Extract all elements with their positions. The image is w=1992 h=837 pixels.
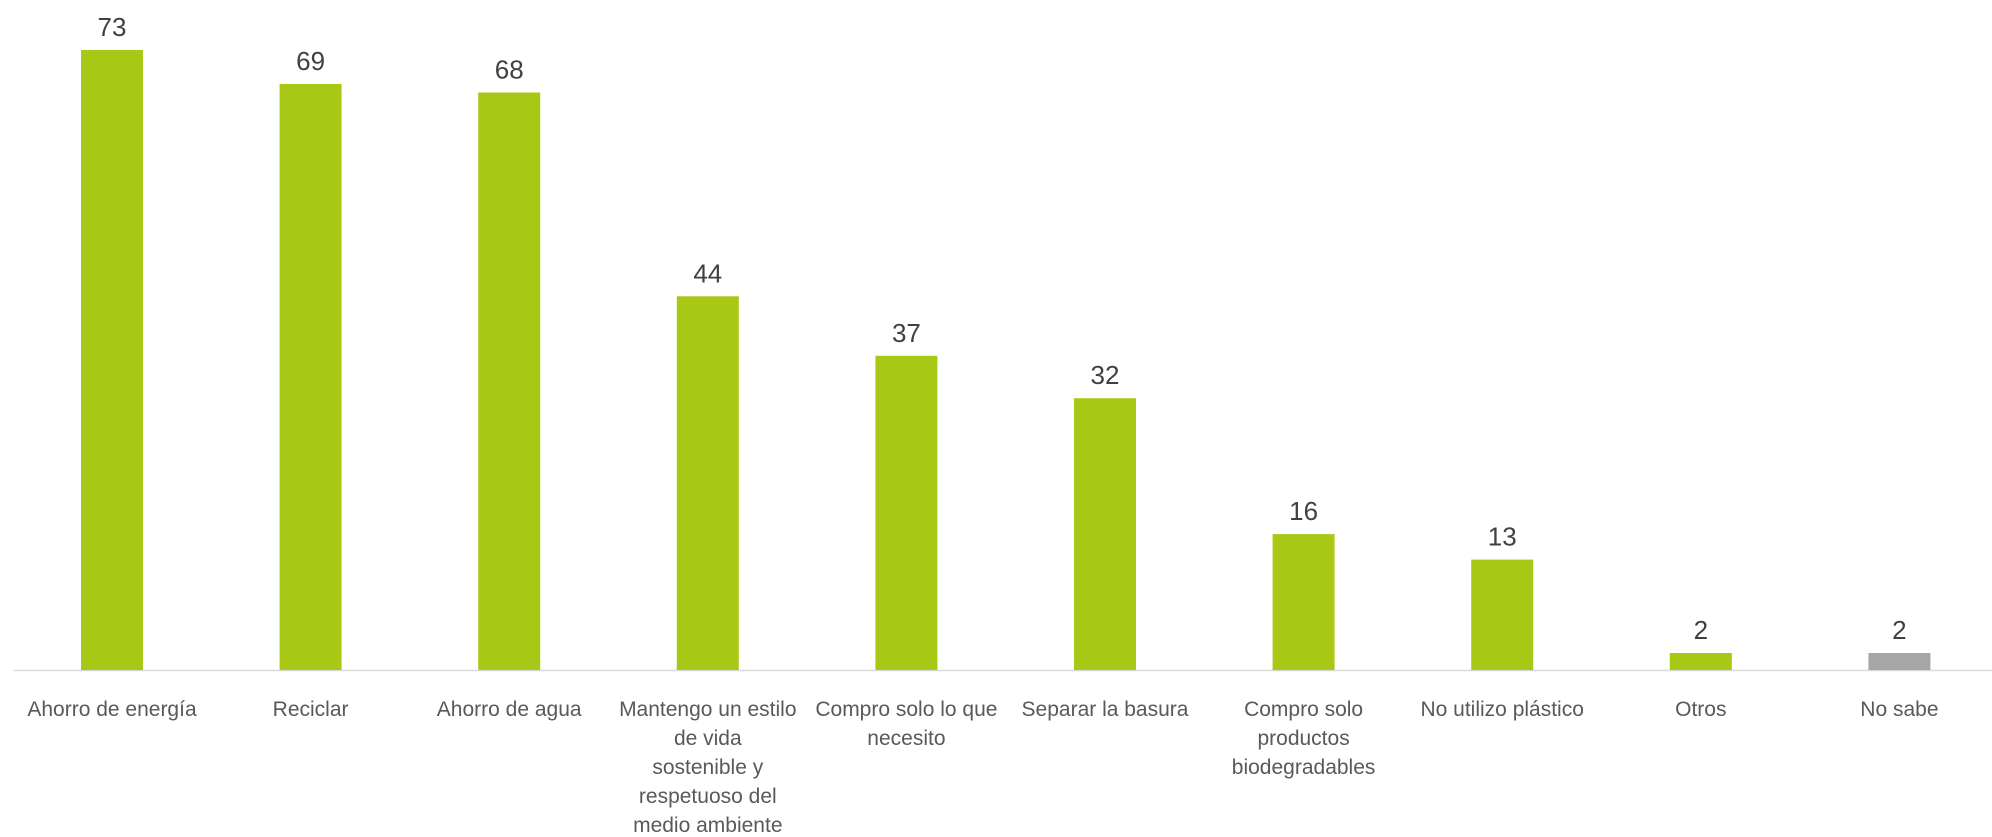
bar-0 [81, 50, 143, 670]
bar-3 [676, 296, 739, 670]
category-label-8: Otros [1675, 698, 1726, 721]
value-label-7: 13 [1488, 522, 1517, 552]
category-label-line: respetuoso del [639, 785, 777, 808]
category-label-line: sostenible y [652, 756, 763, 779]
category-label-line: necesito [867, 727, 945, 750]
value-label-0: 73 [98, 12, 127, 42]
value-label-4: 37 [892, 318, 921, 348]
bar-4 [875, 355, 938, 670]
category-label-line: Reciclar [273, 698, 349, 721]
category-label-line: Otros [1675, 698, 1726, 721]
category-label-line: No sabe [1860, 698, 1938, 721]
category-label-line: de vida [674, 727, 742, 750]
category-label-line: Mantengo un estilo [619, 698, 796, 721]
bar-5 [1074, 398, 1136, 670]
value-label-5: 32 [1091, 360, 1120, 390]
value-label-3: 44 [693, 258, 722, 288]
bar-9 [1868, 653, 1931, 670]
category-label-4: Compro solo lo que necesito [815, 698, 997, 750]
category-label-line: productos [1257, 727, 1349, 750]
category-label-line: medio ambiente [633, 814, 782, 837]
bar-6 [1272, 534, 1335, 670]
category-label-line: No utilizo plástico [1420, 698, 1583, 721]
category-label-line: biodegradables [1232, 756, 1376, 779]
category-label-line: Compro solo [1244, 698, 1363, 721]
value-label-6: 16 [1289, 496, 1318, 526]
category-label-2: Ahorro de agua [437, 698, 582, 721]
category-label-1: Reciclar [273, 698, 349, 721]
category-label-5: Separar la basura [1022, 698, 1189, 721]
category-label-line: Compro solo lo que [815, 698, 997, 721]
value-label-9: 2 [1892, 615, 1906, 645]
bar-8 [1669, 653, 1732, 670]
category-label-0: Ahorro de energía [27, 698, 197, 721]
category-label-line: Ahorro de energía [27, 698, 197, 721]
category-label-3: Mantengo un estilo de vida sostenible y res… [619, 698, 796, 837]
category-label-7: No utilizo plástico [1420, 698, 1583, 721]
category-label-9: No sabe [1860, 698, 1938, 721]
bar-1 [279, 84, 342, 670]
category-label-line: Separar la basura [1022, 698, 1189, 721]
value-label-1: 69 [296, 46, 325, 76]
category-label-line: Ahorro de agua [437, 698, 582, 721]
value-label-8: 2 [1694, 615, 1708, 645]
value-label-2: 68 [495, 55, 524, 85]
category-label-6: Compro solo productos biodegradables [1232, 698, 1376, 779]
bar-2 [478, 92, 541, 670]
bar-7 [1471, 559, 1534, 670]
